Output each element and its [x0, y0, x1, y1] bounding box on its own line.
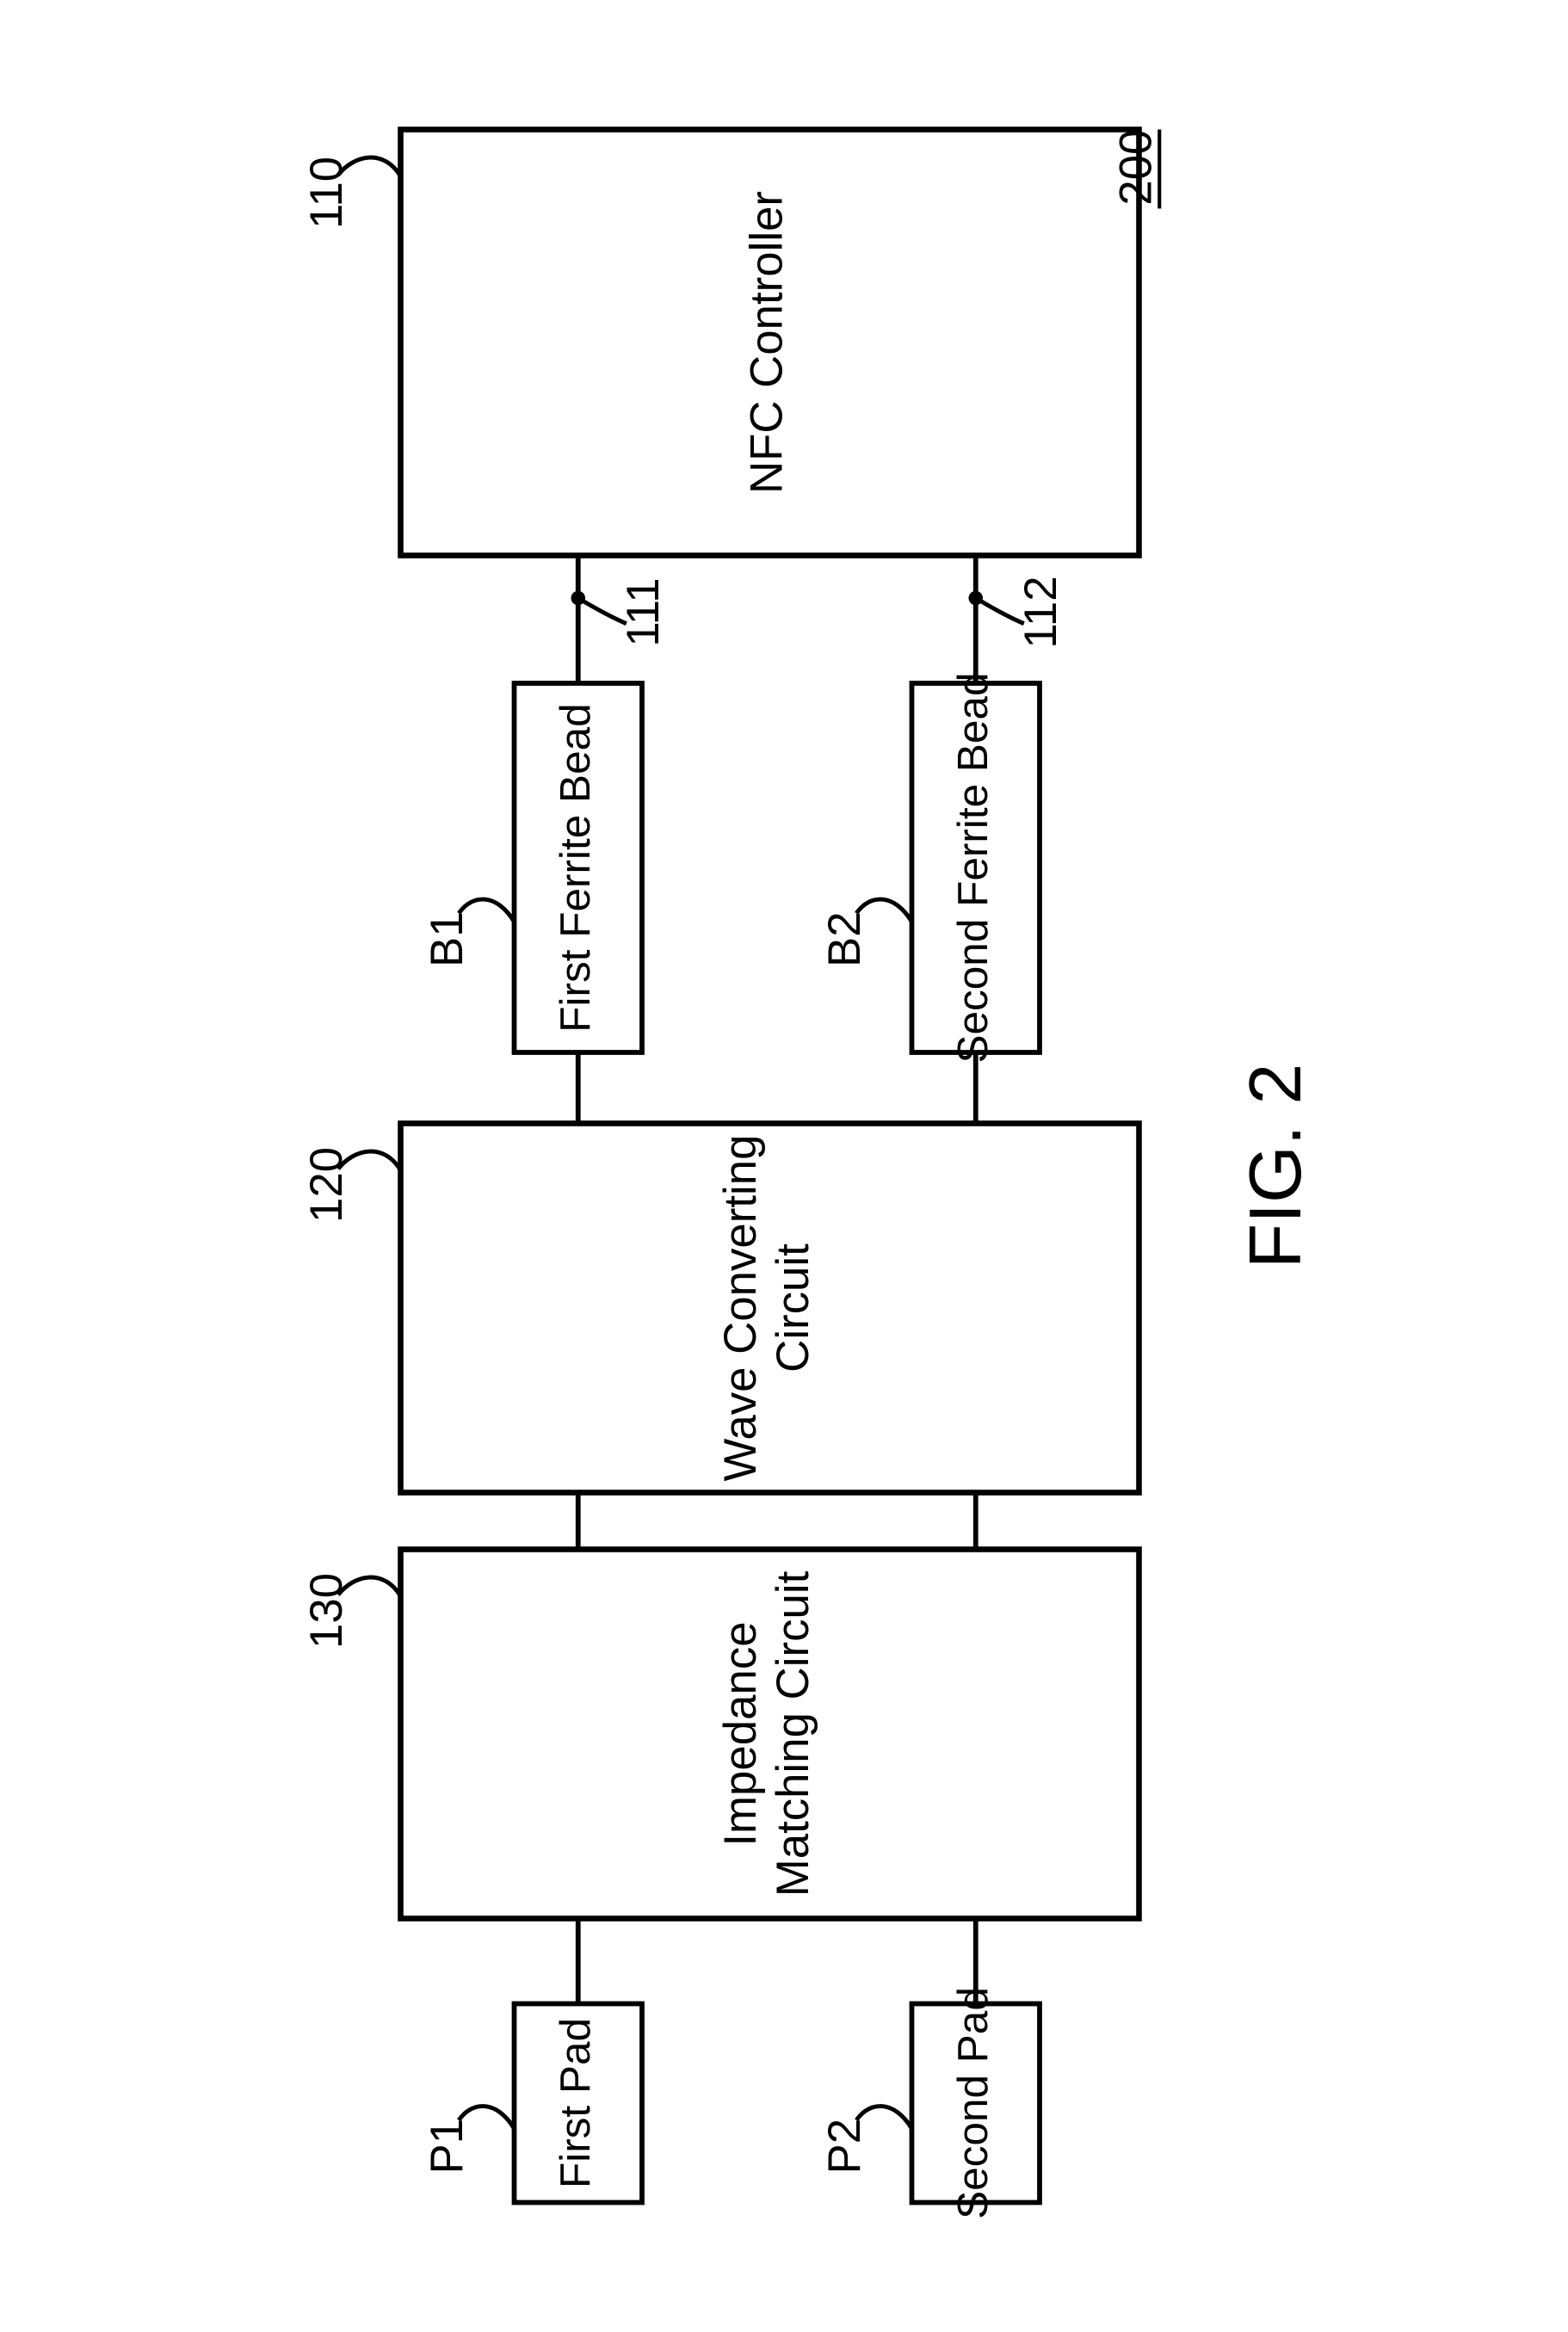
- svg-text:NFC Controller: NFC Controller: [741, 191, 792, 494]
- block-wave: Wave ConvertingCircuit: [401, 1124, 1139, 1493]
- block-diagram: ImpedanceMatching Circuit Wave Converting…: [244, 30, 1324, 2302]
- svg-text:First Pad: First Pad: [552, 2018, 599, 2188]
- block-first_pad: First Pad: [515, 2004, 643, 2203]
- svg-text:Wave Converting: Wave Converting: [715, 1135, 766, 1482]
- svg-text:200: 200: [1110, 130, 1161, 206]
- svg-text:First Ferrite Bead: First Ferrite Bead: [552, 703, 599, 1032]
- block-impedance: ImpedanceMatching Circuit: [401, 1550, 1139, 1919]
- block-second_pad: Second Pad: [912, 1987, 1040, 2219]
- svg-text:B1: B1: [422, 911, 472, 967]
- svg-text:P1: P1: [422, 2119, 472, 2175]
- svg-text:Circuit: Circuit: [768, 1243, 818, 1373]
- svg-text:Second Ferrite Bead: Second Ferrite Bead: [949, 672, 997, 1063]
- svg-text:112: 112: [1015, 576, 1066, 648]
- svg-text:P2: P2: [819, 2119, 870, 2175]
- svg-text:Second Pad: Second Pad: [949, 1987, 997, 2219]
- svg-text:Impedance: Impedance: [715, 1621, 766, 1846]
- svg-text:FIG. 2: FIG. 2: [1234, 1064, 1317, 1268]
- diagram-stage: ImpedanceMatching Circuit Wave Converting…: [244, 30, 1324, 2302]
- block-bead2: Second Ferrite Bead: [912, 672, 1040, 1063]
- svg-text:B2: B2: [819, 911, 870, 967]
- svg-text:120: 120: [301, 1147, 352, 1223]
- block-bead1: First Ferrite Bead: [515, 683, 643, 1052]
- svg-text:130: 130: [301, 1573, 352, 1649]
- block-nfc: NFC Controller: [401, 130, 1139, 556]
- svg-text:Matching Circuit: Matching Circuit: [768, 1570, 818, 1897]
- svg-text:110: 110: [301, 157, 352, 229]
- svg-text:111: 111: [618, 577, 669, 646]
